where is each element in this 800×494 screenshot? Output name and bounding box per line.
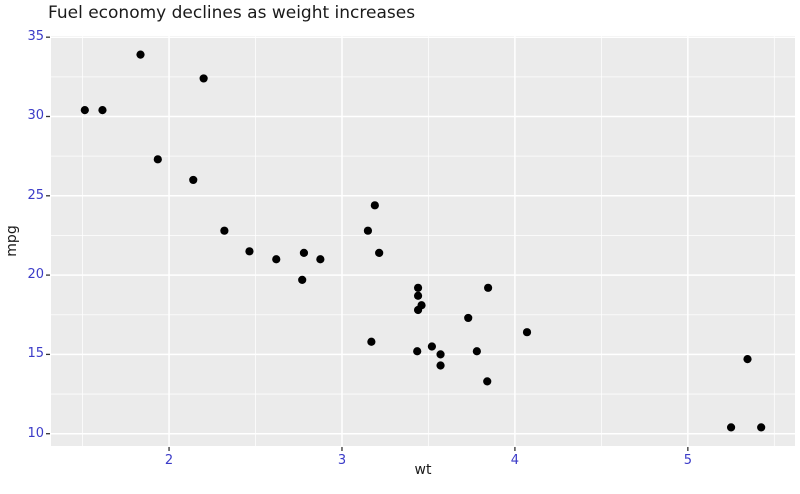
data-point <box>375 248 384 257</box>
data-point <box>245 247 254 256</box>
data-point <box>484 283 493 292</box>
y-tick-label: 30 <box>27 108 44 124</box>
x-tick-label: 5 <box>683 453 692 468</box>
chart-title: Fuel economy declines as weight increase… <box>48 3 416 23</box>
data-point <box>298 275 307 284</box>
data-point <box>427 342 437 351</box>
data-point <box>363 226 373 235</box>
data-point <box>743 355 752 364</box>
panel-background <box>51 36 795 446</box>
data-point <box>726 423 736 432</box>
data-point <box>80 106 89 115</box>
data-point <box>136 50 145 59</box>
data-point <box>199 74 208 83</box>
data-point <box>413 283 423 292</box>
data-point <box>299 248 309 257</box>
data-point <box>413 347 422 356</box>
data-point <box>272 255 281 264</box>
data-point <box>464 313 473 323</box>
x-axis-label: wt <box>414 462 432 478</box>
y-axis-label: mpg <box>4 225 20 257</box>
data-point <box>483 377 492 386</box>
data-point <box>413 291 423 300</box>
data-point <box>316 255 325 264</box>
data-point <box>413 305 423 315</box>
data-point <box>436 350 445 359</box>
data-point <box>370 201 379 210</box>
data-point <box>367 337 376 346</box>
data-point <box>98 106 107 115</box>
y-tick-label: 35 <box>27 29 44 45</box>
data-point <box>189 175 198 185</box>
data-point <box>220 226 229 235</box>
x-tick-label: 2 <box>164 453 174 468</box>
data-point <box>436 361 445 370</box>
y-tick-label: 10 <box>27 425 44 441</box>
data-point <box>472 347 481 356</box>
data-point <box>757 423 766 432</box>
y-tick-label: 25 <box>27 187 44 203</box>
x-tick-label: 4 <box>510 453 520 468</box>
x-tick-label: 3 <box>337 453 347 468</box>
data-point <box>522 328 532 337</box>
data-point <box>153 155 162 164</box>
y-tick-label: 20 <box>27 267 44 283</box>
y-tick-label: 15 <box>27 346 44 362</box>
